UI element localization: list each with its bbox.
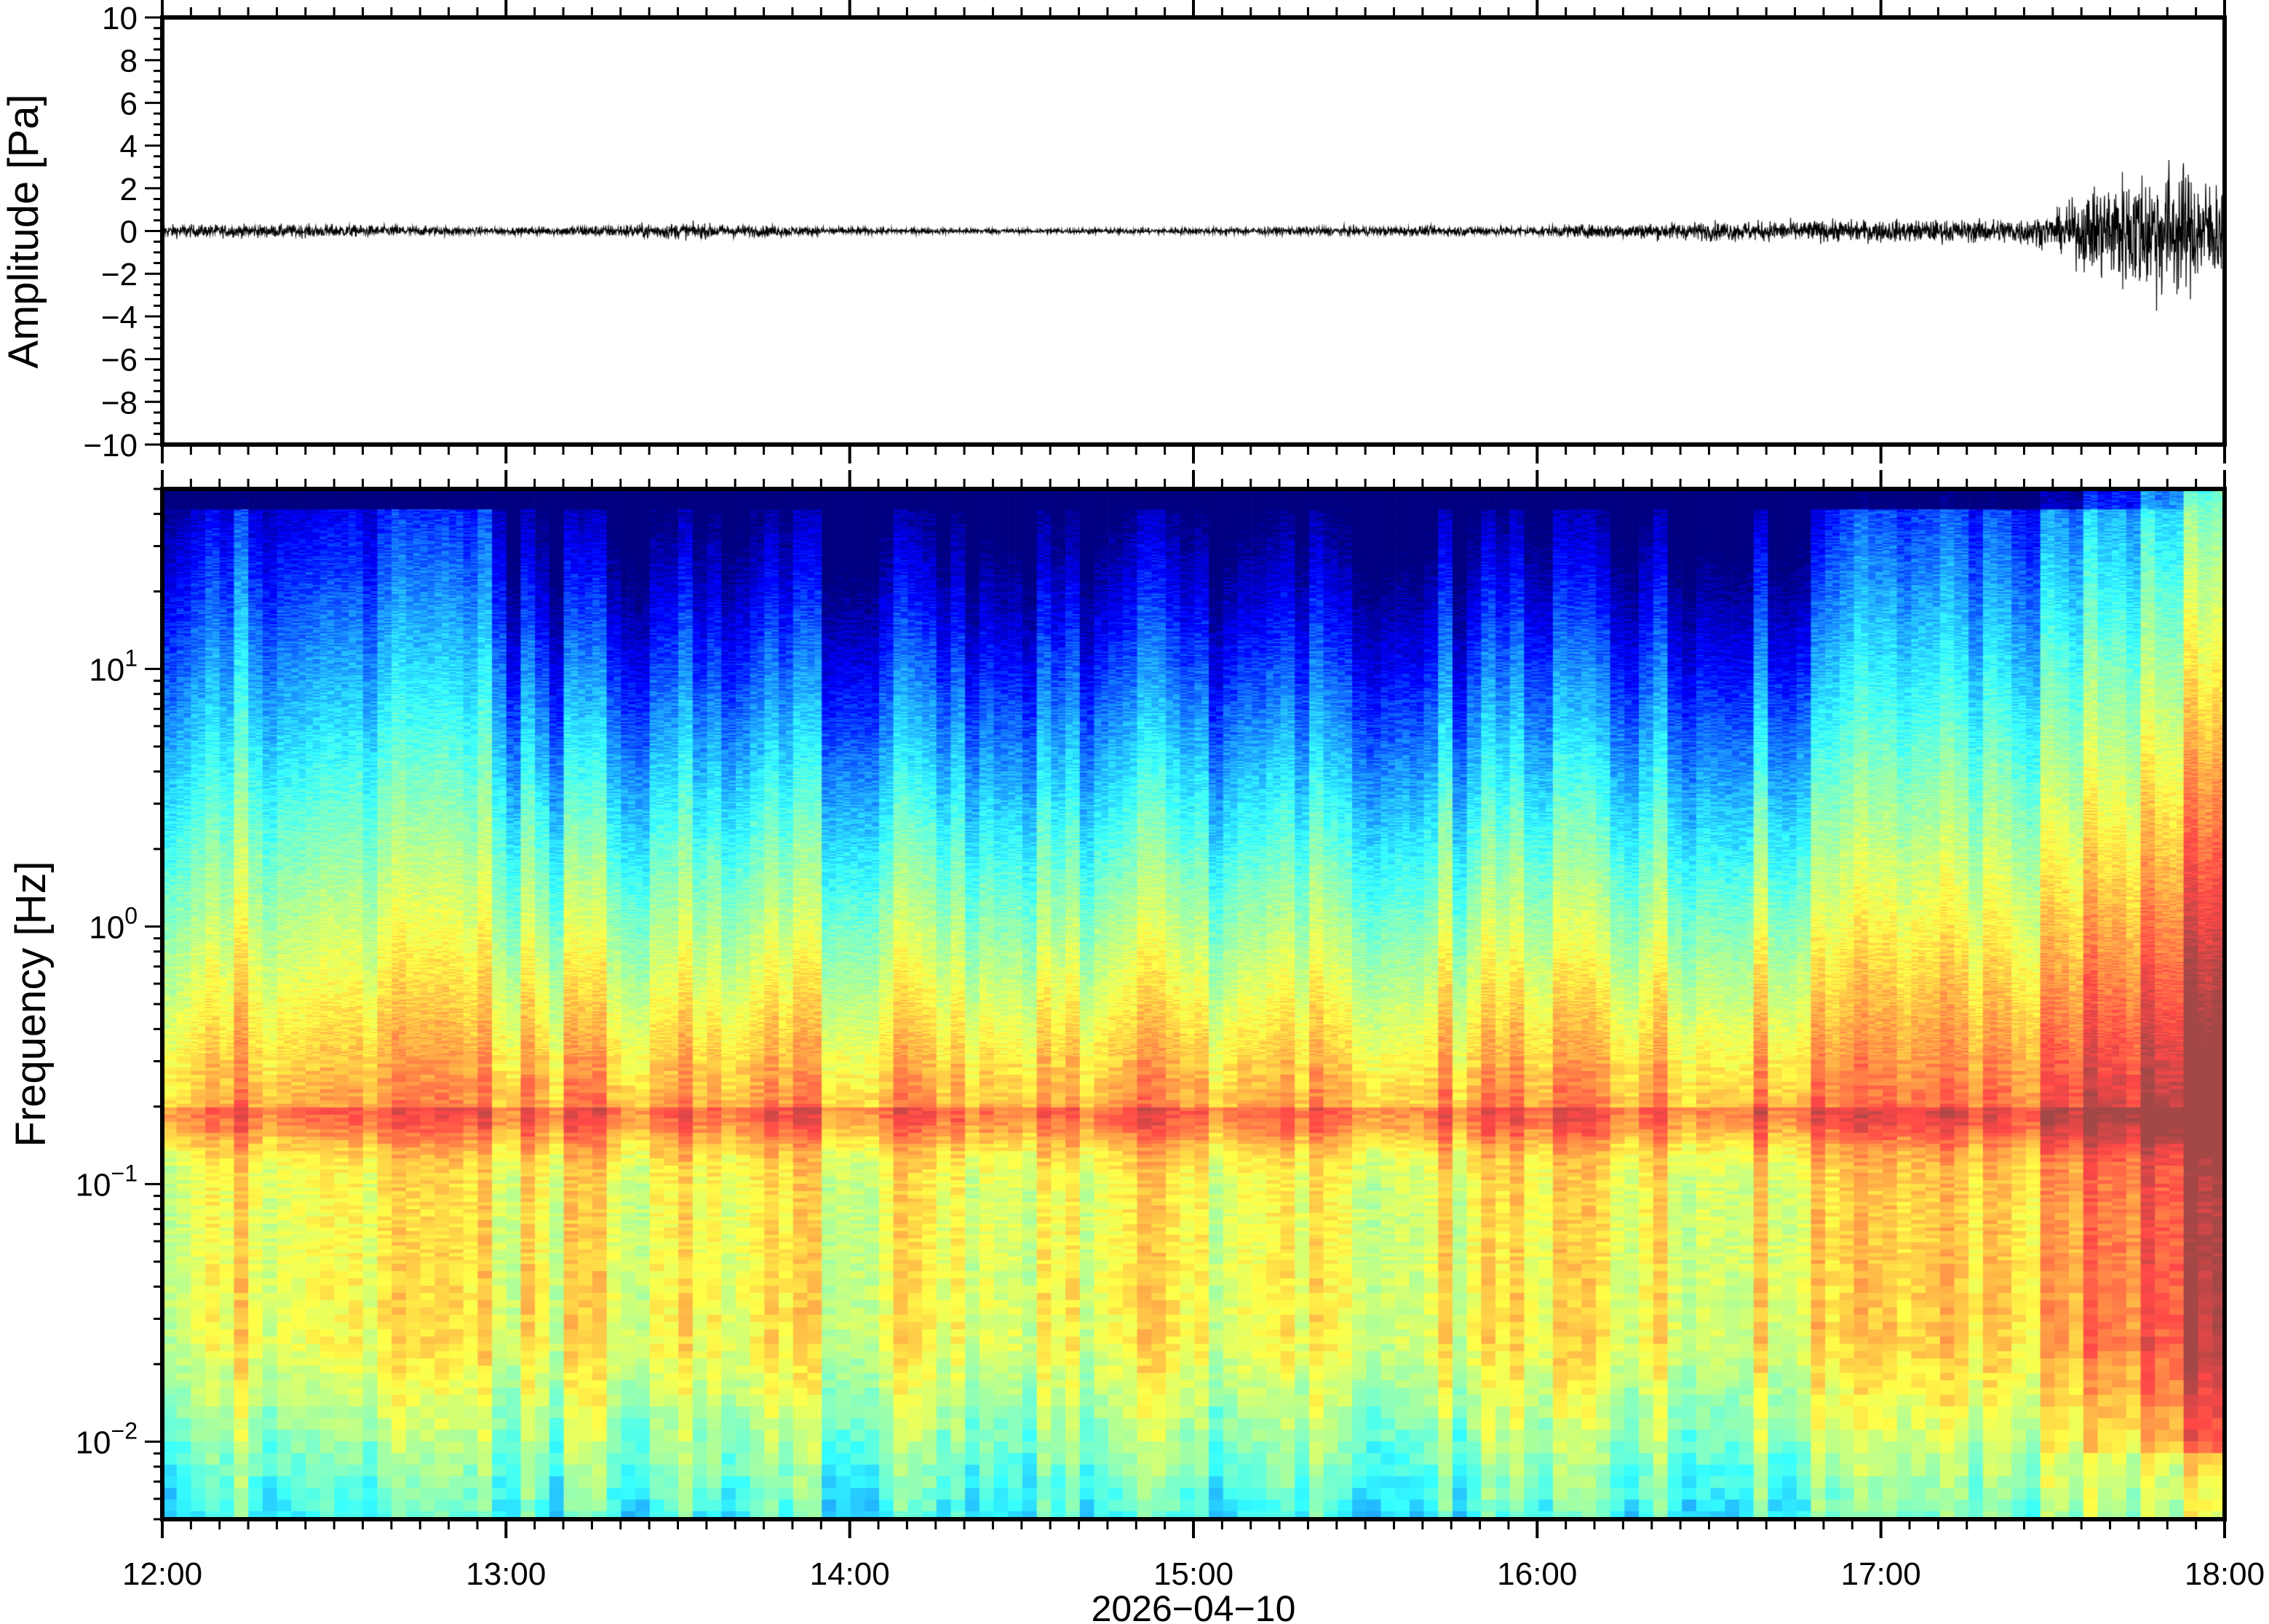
amplitude-tick-label: −10 <box>83 428 138 463</box>
x-tick-label: 18:00 <box>2185 1556 2265 1592</box>
tick-exponent: 0 <box>124 902 138 928</box>
x-tick-label: 16:00 <box>1497 1556 1577 1592</box>
amplitude-tick-label: 4 <box>120 129 138 164</box>
tick-base: 10 <box>89 652 124 688</box>
amplitude-waveform-plot <box>162 17 2225 445</box>
x-tick-label: 12:00 <box>122 1556 202 1592</box>
x-tick-label: 14:00 <box>810 1556 890 1592</box>
waveform-frame <box>160 15 2227 447</box>
amplitude-tick-label: 6 <box>120 86 138 122</box>
date-axis-label: 2026−04−10 <box>1092 1588 1296 1624</box>
frequency-axis-label: Frequency [Hz] <box>7 861 55 1147</box>
frequency-tick-label: 10−1 <box>76 1160 138 1203</box>
x-tick-label: 15:00 <box>1153 1556 1233 1592</box>
frequency-tick-label: 101 <box>89 645 138 688</box>
amplitude-tick-label: −8 <box>101 385 138 421</box>
tick-exponent: −2 <box>111 1417 138 1444</box>
amplitude-tick-label: 10 <box>102 1 138 36</box>
amplitude-tick-label: −4 <box>101 300 138 335</box>
amplitude-tick-label: −6 <box>101 343 138 378</box>
tick-base: 10 <box>76 1167 111 1203</box>
tick-exponent: 1 <box>124 645 138 671</box>
tick-base: 10 <box>89 909 124 945</box>
spectrogram-frame <box>160 487 2227 1521</box>
x-tick-label: 17:00 <box>1841 1556 1921 1592</box>
tick-base: 10 <box>76 1425 111 1460</box>
tick-exponent: −1 <box>111 1160 138 1186</box>
frequency-tick-label: 100 <box>89 902 138 945</box>
x-tick-label: 13:00 <box>466 1556 546 1592</box>
amplitude-tick-label: 2 <box>120 172 138 207</box>
amplitude-tick-label: 8 <box>120 44 138 79</box>
tick-labels: 12:00 13:00 14:00 15:00 16:00 17:00 18:0010864… <box>76 1 2265 1592</box>
frequency-tick-label: 10−2 <box>76 1417 138 1460</box>
tick-marks <box>145 0 2226 1538</box>
amplitude-tick-label: −2 <box>101 257 138 292</box>
amplitude-tick-label: 0 <box>120 215 138 250</box>
spectrogram-heatmap <box>162 489 2225 1519</box>
amplitude-axis-label: Amplitude [Pa] <box>0 94 47 368</box>
